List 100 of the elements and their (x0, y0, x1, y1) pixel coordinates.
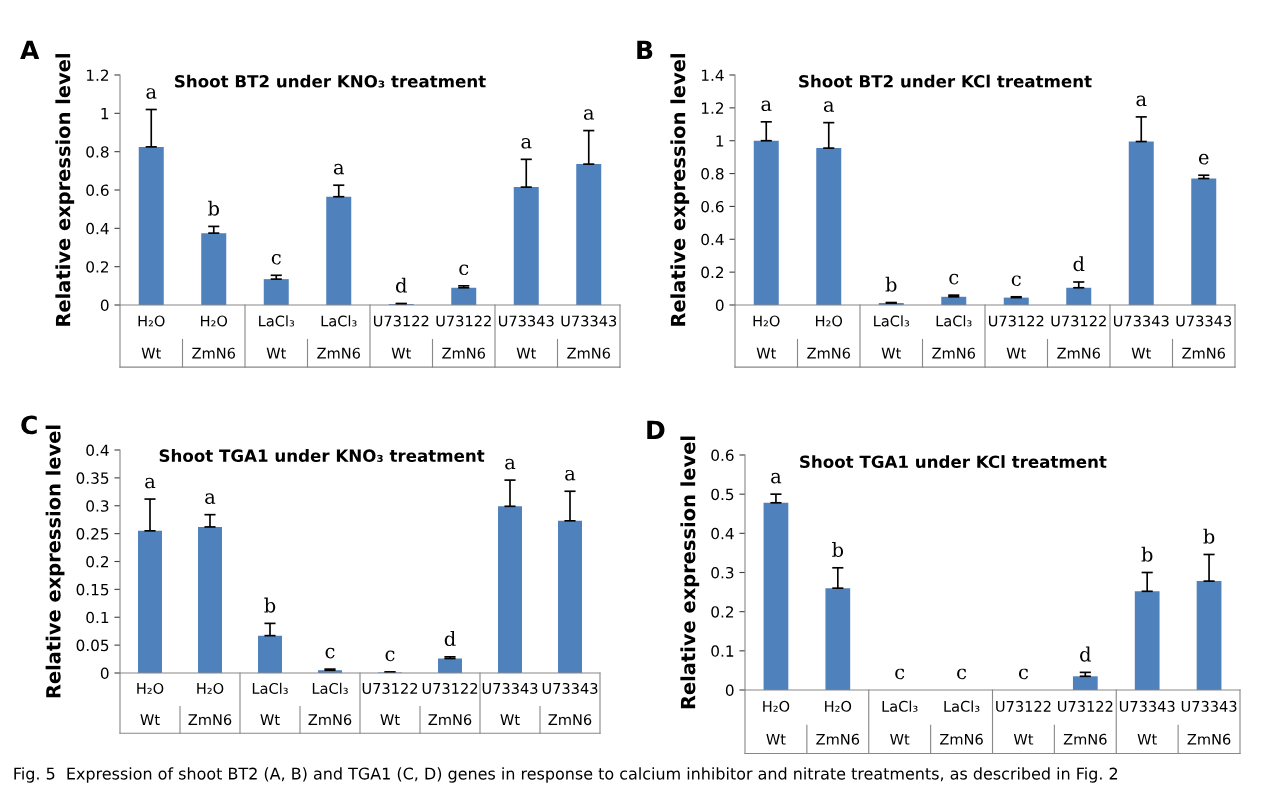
y-tick-label: 0 (715, 299, 724, 312)
text: C (21, 415, 37, 435)
caption: Fig. 5 Expression of shoot BT2 (A, B) and TGA1 (C, D) genes in response to calcium inhibitor and nitrate treatments, as described in Fig. 2 (14, 767, 1118, 783)
chart-title: Shoot BT2 under KNO₃ treatment (175, 74, 486, 88)
category-label: LaCl₃ ZmN6 (940, 700, 983, 745)
annotation: a (505, 458, 516, 470)
annotation: a (521, 137, 532, 149)
y-tick-label: 0.6 (86, 184, 109, 197)
category-label: H₂O Wt (138, 315, 165, 359)
annotation: b (832, 542, 844, 558)
category-label: H₂O Wt (753, 315, 780, 359)
category-label: U73343 ZmN6 (542, 682, 598, 726)
y-tick-label: 0.4 (86, 222, 109, 235)
annotation: c (949, 273, 959, 285)
category-label: U73122 ZmN6 (436, 315, 491, 359)
category-label: U73122 ZmN6 (1051, 315, 1106, 359)
annotation: b (208, 200, 219, 216)
annotation: b (1203, 528, 1215, 544)
category-label: U73343 Wt (1119, 700, 1175, 745)
category-label: U73343 Wt (498, 315, 554, 359)
annotation: a (205, 493, 216, 504)
category-label: LaCl₃ Wt (874, 315, 910, 359)
y-tick-label: 0.2 (86, 555, 109, 568)
y-axis-title: Relative expression level (55, 54, 75, 326)
y-axis-title: Relative expression level (680, 436, 700, 709)
category-label: H₂O Wt (137, 682, 164, 725)
y-tick-label: 1 (101, 108, 109, 120)
annotation: c (1011, 275, 1021, 287)
annotation: a (771, 472, 782, 484)
y-tick-label: 0.5 (711, 488, 734, 501)
annotation: a (1136, 95, 1147, 107)
y-tick-label: 0.8 (86, 146, 109, 158)
y-tick-label: 0.25 (76, 528, 109, 540)
annotation: a (565, 469, 576, 481)
y-tick-label: 0 (100, 667, 109, 680)
y-tick-label: 0.35 (76, 472, 109, 484)
annotation: c (957, 668, 967, 680)
annotation: a (823, 101, 834, 112)
category-label: U73122 ZmN6 (1058, 700, 1113, 745)
annotation: a (583, 109, 594, 120)
category-label: U73343 ZmN6 (1176, 315, 1232, 359)
y-tick-label: 0.15 (76, 583, 109, 596)
category-label: LaCl₃ ZmN6 (317, 315, 361, 359)
category-label: U73343 Wt (482, 682, 538, 725)
category-label: U73122 Wt (988, 315, 1044, 359)
category-label: LaCl₃ ZmN6 (308, 682, 352, 726)
category-label: H₂O ZmN6 (192, 315, 236, 359)
category-label: U73122 ZmN6 (422, 682, 478, 726)
category-label: U73343 ZmN6 (561, 315, 617, 359)
category-label: U73343 Wt (1113, 315, 1169, 359)
annotation: e (1198, 153, 1209, 165)
annotation: d (444, 631, 456, 647)
annotation: b (1141, 546, 1153, 562)
category-label: LaCl₃ Wt (259, 315, 295, 359)
y-axis-title: Relative expression level (670, 54, 690, 326)
annotation: c (895, 668, 905, 680)
y-axis-title: Relative expression level (45, 425, 65, 698)
y-tick-label: 0.6 (711, 449, 734, 462)
annotation: b (885, 276, 897, 292)
y-tick-label: 0.4 (701, 233, 724, 246)
y-tick-label: 0.4 (86, 444, 109, 457)
y-tick-label: 0.3 (711, 566, 734, 579)
category-label: U73122 Wt (373, 315, 429, 359)
y-tick-label: 0.1 (711, 645, 734, 657)
category-label: U73122 Wt (362, 682, 418, 725)
y-tick-label: 1.2 (701, 102, 724, 114)
annotation: c (271, 253, 281, 265)
text: D (647, 420, 665, 439)
y-tick-label: 1.4 (701, 69, 724, 81)
annotation: d (1080, 646, 1091, 662)
y-tick-label: 0.2 (701, 266, 724, 279)
annotation: c (325, 647, 335, 659)
category-label: H₂O ZmN6 (816, 700, 860, 745)
chart-title: Shoot TGA1 under KCl treatment (800, 455, 1107, 469)
y-tick-label: 0.05 (76, 639, 109, 652)
annotation: d (1073, 256, 1085, 272)
y-tick-label: 0 (100, 299, 109, 312)
category-label: LaCl₃ Wt (252, 682, 288, 725)
category-label: LaCl₃ Wt (882, 700, 918, 745)
y-tick-label: 0.3 (86, 500, 109, 512)
annotation: c (385, 650, 395, 662)
annotation: a (761, 100, 772, 112)
y-tick-label: 0.2 (86, 261, 109, 273)
y-tick-label: 0.2 (711, 606, 734, 618)
y-tick-label: 1.2 (86, 69, 109, 81)
category-label: H₂O ZmN6 (188, 682, 232, 726)
text: B (637, 40, 653, 59)
annotation: a (333, 163, 344, 175)
annotation: d (396, 277, 407, 293)
y-tick-label: 0.4 (711, 527, 734, 540)
text: A (20, 40, 40, 59)
category-label: U73122 Wt (996, 700, 1051, 745)
chart-title: Shoot BT2 under KCl treatment (799, 74, 1092, 88)
annotation: a (146, 88, 157, 99)
annotation: c (1018, 668, 1028, 680)
category-label: H₂O ZmN6 (807, 315, 851, 359)
y-tick-label: 0.8 (701, 168, 724, 180)
y-tick-label: 0.6 (701, 200, 724, 213)
y-tick-label: 1 (716, 135, 724, 147)
chart-title: Shoot TGA1 under KNO₃ treatment (159, 449, 485, 462)
